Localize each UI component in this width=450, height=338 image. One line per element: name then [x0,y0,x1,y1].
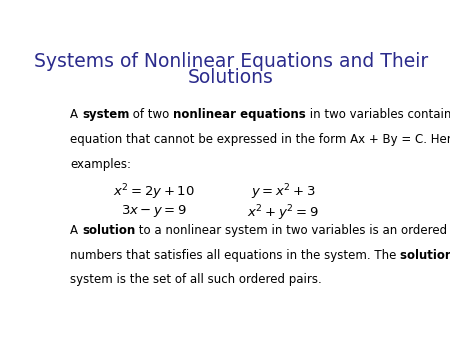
Text: nonlinear equations: nonlinear equations [173,108,306,121]
Text: solution set: solution set [400,249,450,262]
Text: equation that cannot be expressed in the form Ax + By = C. Here are two: equation that cannot be expressed in the… [70,133,450,146]
Text: $3x - y = 9$: $3x - y = 9$ [121,203,187,219]
Text: system: system [82,108,129,121]
Text: A: A [70,108,82,121]
Text: A: A [70,224,82,237]
Text: in two variables contains at least one: in two variables contains at least one [306,108,450,121]
Text: system is the set of all such ordered pairs.: system is the set of all such ordered pa… [70,273,322,287]
Text: numbers that satisfies all equations in the system. The: numbers that satisfies all equations in … [70,249,400,262]
Text: to a nonlinear system in two variables is an ordered pair of real: to a nonlinear system in two variables i… [135,224,450,237]
Text: $x^2 + y^2 = 9$: $x^2 + y^2 = 9$ [247,203,319,223]
Text: solution: solution [82,224,135,237]
Text: $x^2 = 2y + 10$: $x^2 = 2y + 10$ [113,183,195,202]
Text: of two: of two [129,108,173,121]
Text: Solutions: Solutions [188,68,274,87]
Text: examples:: examples: [70,158,131,171]
Text: $y = x^2 + 3$: $y = x^2 + 3$ [251,183,315,202]
Text: Systems of Nonlinear Equations and Their: Systems of Nonlinear Equations and Their [33,52,428,71]
